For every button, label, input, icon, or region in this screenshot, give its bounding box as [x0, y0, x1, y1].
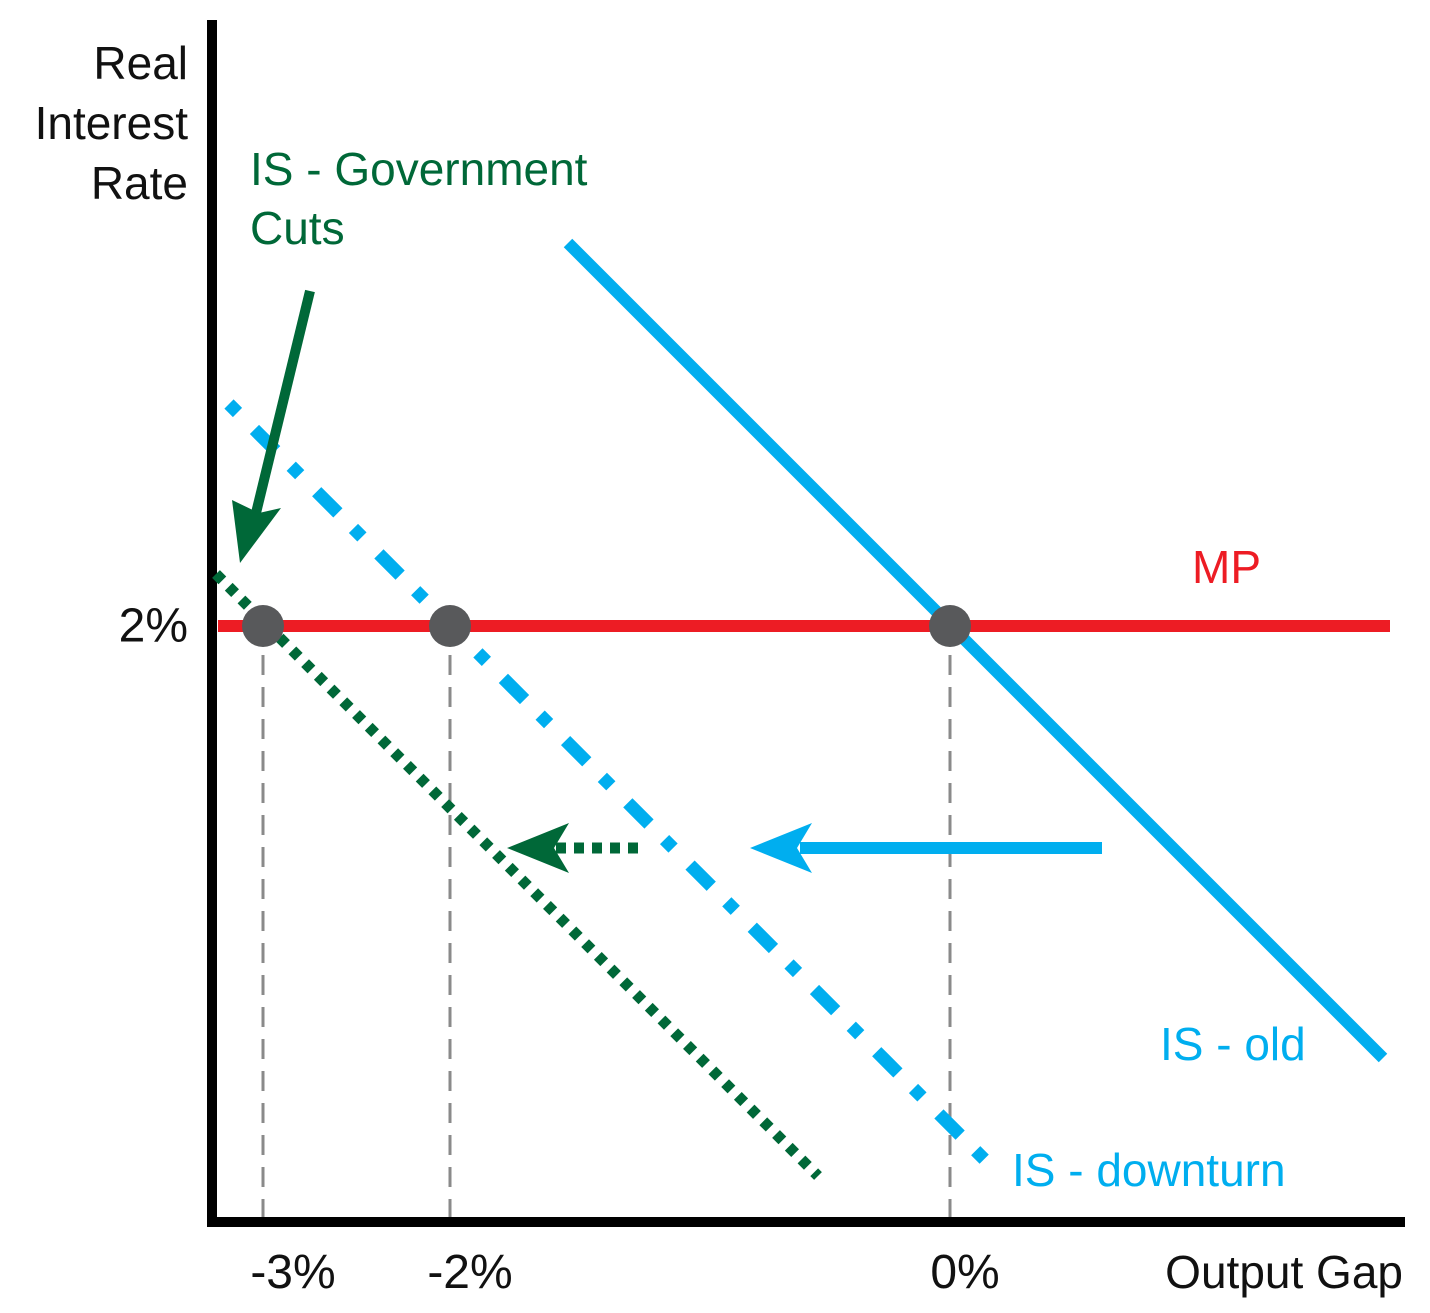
is-government-cuts-line: [212, 570, 822, 1180]
is-cuts-label-line-1: IS - Government: [250, 143, 588, 195]
x-tick-label-minus2: -2%: [427, 1246, 512, 1299]
is-old-label: IS - old: [1160, 1018, 1306, 1070]
equilibrium-point-minus2: [429, 605, 471, 647]
is-downturn-label: IS - downturn: [1012, 1144, 1286, 1196]
y-axis-label-line-3: Rate: [91, 157, 188, 209]
y-axis-label-line-1: Real: [93, 37, 188, 89]
pointer-arrow-shaft: [251, 289, 315, 515]
pointer-arrow-head: [232, 500, 281, 563]
equilibrium-point-minus3: [242, 605, 284, 647]
shift-arrow-blue-head: [750, 823, 812, 873]
equilibrium-point-zero: [929, 605, 971, 647]
x-tick-label-zero: 0%: [930, 1246, 999, 1299]
mp-label: MP: [1192, 541, 1261, 593]
y-tick-label: 2%: [119, 600, 188, 653]
x-tick-label-minus3: -3%: [250, 1246, 335, 1299]
y-axis-label-line-2: Interest: [35, 97, 189, 149]
is-downturn-line: [224, 399, 1002, 1177]
shift-arrow-green-head: [507, 823, 569, 873]
is-cuts-label-line-2: Cuts: [250, 202, 345, 254]
is-old-line: [563, 238, 1388, 1063]
x-axis-label: Output Gap: [1165, 1246, 1403, 1298]
